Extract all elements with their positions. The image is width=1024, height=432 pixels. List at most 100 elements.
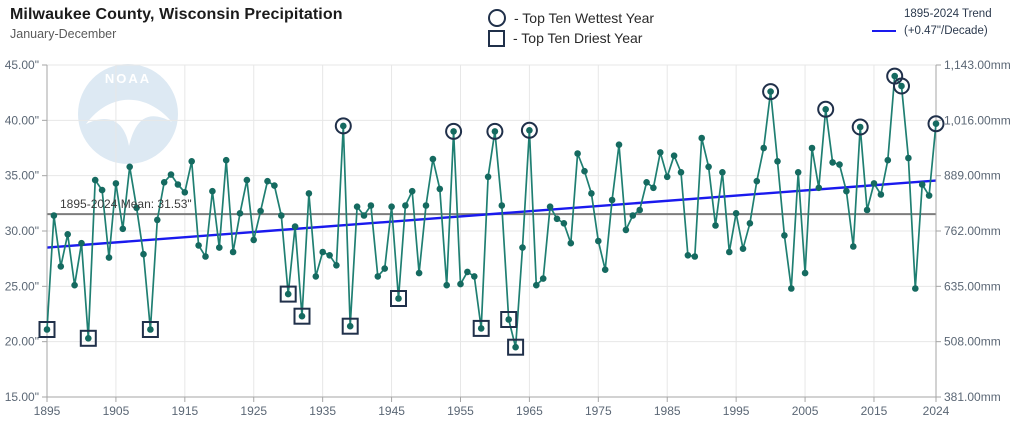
data-point [91, 176, 99, 184]
data-point [408, 187, 416, 195]
y-axis-label-right: 635.00mm [944, 279, 1001, 293]
data-point [243, 176, 251, 184]
data-point [533, 281, 540, 289]
data-point [443, 281, 451, 289]
trend-legend: 1895-2024 Trend (+0.47"/Decade) [872, 6, 992, 40]
y-axis-label-right: 762.00mm [944, 224, 1001, 238]
data-point [526, 127, 533, 134]
data-point [381, 265, 389, 272]
data-point [216, 244, 223, 251]
data-point [925, 192, 933, 199]
data-point [829, 159, 836, 166]
legend-row-driest: - Top Ten Driest Year [488, 28, 654, 48]
driest-square-icon [488, 29, 505, 47]
data-point [560, 220, 568, 227]
data-point [905, 154, 912, 162]
data-point [154, 216, 161, 224]
data-point [581, 167, 588, 175]
driest-year-marker [472, 319, 490, 337]
data-point [271, 182, 278, 189]
data-point [815, 184, 823, 192]
data-point [808, 144, 816, 152]
data-point [264, 177, 271, 185]
trend-legend-line2: (+0.47"/Decade) [904, 25, 988, 37]
data-point [305, 190, 313, 197]
data-point [174, 181, 182, 188]
data-point [553, 215, 561, 223]
legend-row-wettest: - Top Ten Wettest Year [488, 8, 654, 28]
data-point [512, 343, 519, 351]
data-point [794, 169, 802, 176]
data-point [312, 273, 320, 280]
y-axis-label-left: 35.00" [5, 169, 39, 183]
data-point [209, 187, 216, 195]
data-point [863, 206, 871, 214]
data-point [912, 285, 919, 292]
data-point [836, 161, 843, 168]
trend-legend-line1: 1895-2024 Trend [904, 8, 992, 20]
data-point [732, 210, 740, 217]
data-point [50, 212, 58, 219]
y-axis-label-right: 1,016.00mm [944, 113, 1011, 127]
data-point [615, 141, 623, 148]
data-point [760, 144, 767, 152]
data-point [822, 106, 829, 113]
wettest-year-marker [445, 122, 463, 140]
y-axis-label-right: 381.00mm [944, 390, 1001, 404]
data-point [257, 207, 264, 215]
data-point [601, 266, 609, 274]
data-point [340, 122, 347, 130]
data-point [43, 326, 51, 333]
data-point [236, 210, 244, 217]
data-point [202, 253, 209, 260]
data-point [181, 189, 189, 196]
data-point [374, 273, 382, 280]
driest-year-marker [38, 321, 56, 338]
data-point [188, 158, 195, 165]
x-axis-label: 1975 [585, 404, 612, 418]
data-point [753, 177, 761, 185]
data-point [739, 245, 747, 252]
data-point [450, 128, 457, 135]
data-point [691, 253, 699, 260]
data-point [677, 169, 685, 176]
x-axis-label: 1955 [447, 404, 474, 418]
data-point [388, 203, 395, 210]
data-point [64, 231, 71, 238]
x-axis-label: 1895 [34, 404, 61, 418]
x-axis-label: 1985 [654, 404, 681, 418]
x-axis-label: 1905 [103, 404, 130, 418]
data-point [229, 248, 237, 256]
page-title: Milwaukee County, Wisconsin Precipitatio… [10, 6, 343, 23]
page-subtitle: January-December [10, 27, 117, 41]
data-point [484, 173, 492, 181]
data-point [663, 173, 671, 181]
legend-driest-label: - Top Ten Driest Year [513, 30, 643, 46]
x-axis-label: 2024 [923, 404, 950, 418]
data-point [801, 269, 809, 277]
data-point [346, 322, 354, 330]
trend-legend-text: 1895-2024 Trend (+0.47"/Decade) [904, 6, 992, 40]
wettest-circle-icon [488, 9, 506, 27]
data-point [884, 156, 892, 164]
wettest-year-marker [851, 118, 869, 136]
wettest-year-marker [893, 77, 910, 95]
data-point [788, 285, 795, 292]
data-point [298, 312, 306, 320]
data-point [78, 239, 85, 247]
data-point [546, 203, 554, 210]
data-point [705, 163, 712, 171]
data-point [505, 316, 512, 323]
data-point [147, 326, 154, 333]
x-axis-label: 1965 [516, 404, 543, 418]
data-point [850, 243, 857, 250]
y-axis-label-left: 45.00" [5, 58, 39, 72]
data-point [856, 123, 864, 131]
data-point [539, 275, 547, 282]
precip-line [46, 75, 937, 349]
data-point [57, 263, 65, 270]
x-axis-label: 2005 [792, 404, 819, 418]
data-point [429, 155, 437, 163]
